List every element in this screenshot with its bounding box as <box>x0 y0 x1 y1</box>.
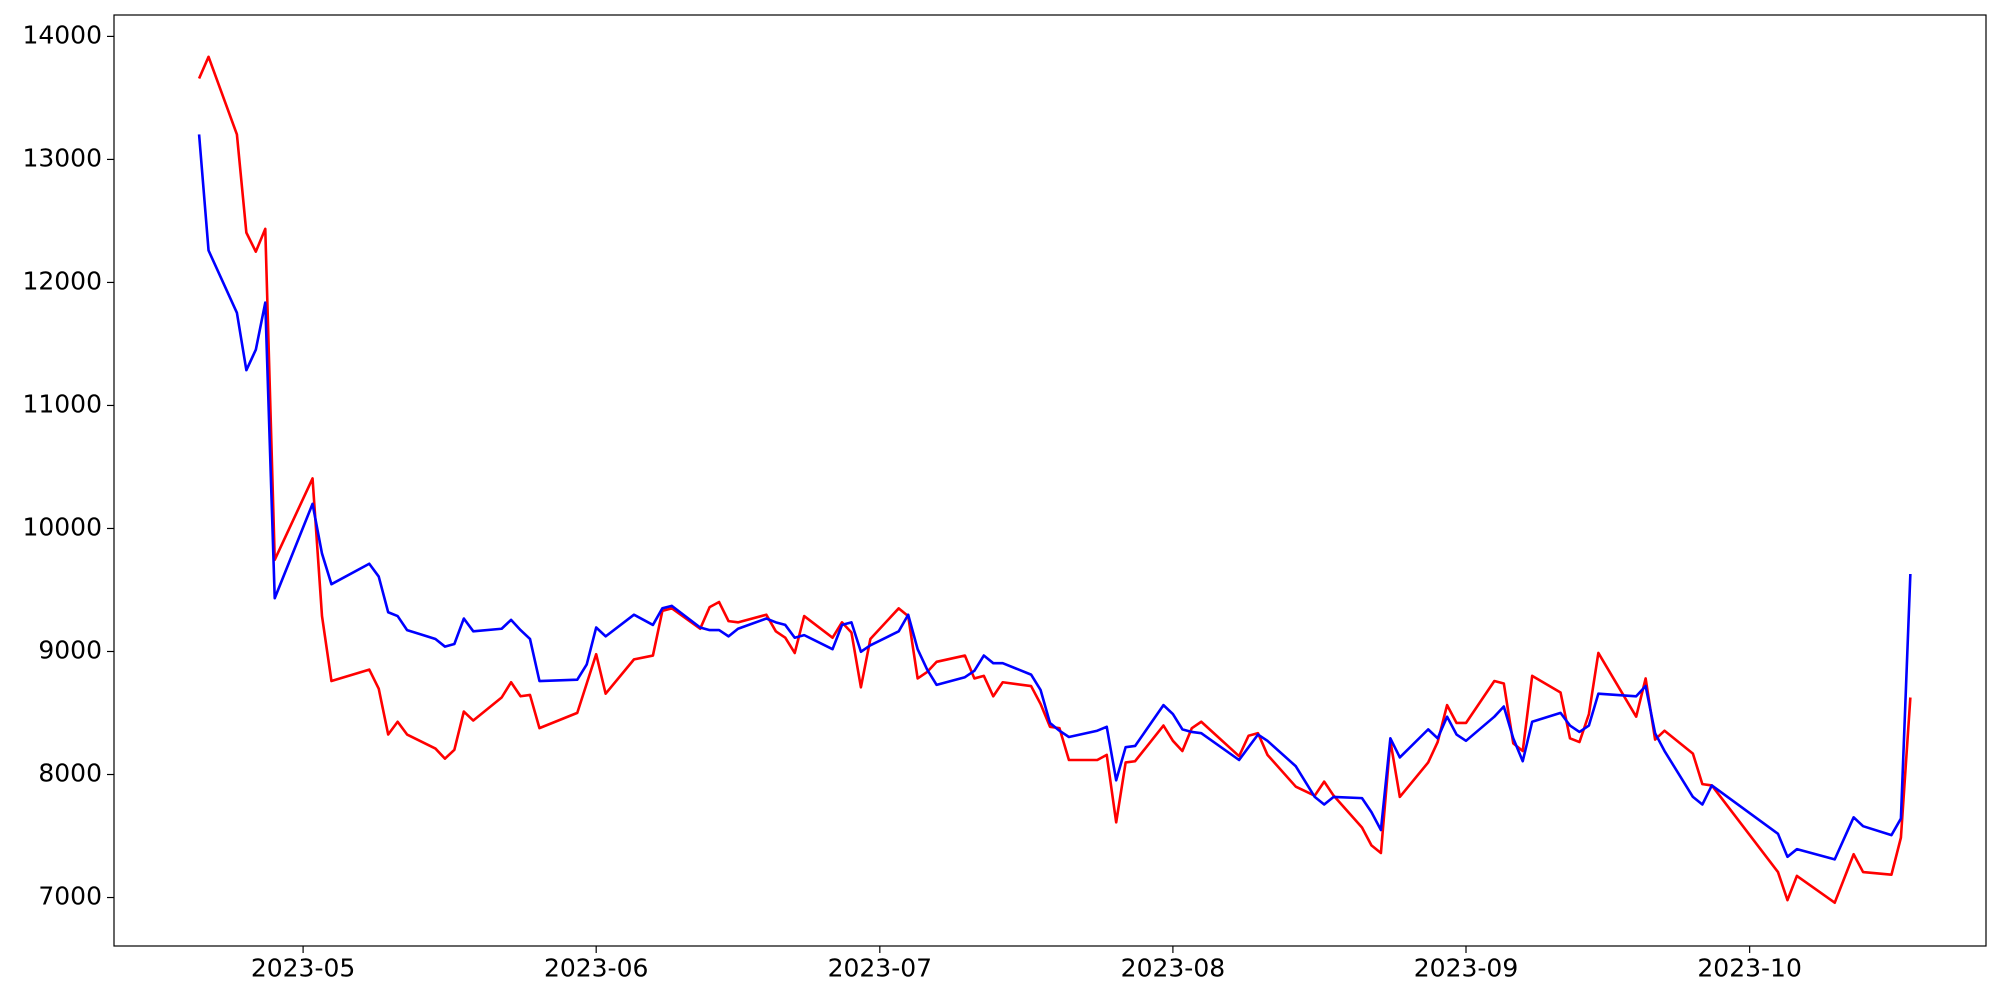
plot-frame <box>113 14 1987 947</box>
line-series <box>197 134 1912 861</box>
y-tick-label: 13000 <box>22 143 102 172</box>
y-tick-label: 9000 <box>38 635 102 664</box>
y-tick-label: 14000 <box>22 20 102 49</box>
x-tick-label: 2023-09 <box>1414 953 1518 982</box>
x-tick-label: 2023-08 <box>1121 953 1225 982</box>
x-tick-label: 2023-07 <box>828 953 932 982</box>
y-tick-label: 12000 <box>22 266 102 295</box>
x-tick-label: 2023-06 <box>544 953 648 982</box>
y-tick-label: 10000 <box>22 512 102 541</box>
y-tick-label: 11000 <box>22 389 102 418</box>
x-tick-label: 2023-10 <box>1697 953 1801 982</box>
y-tick-label: 7000 <box>38 882 102 911</box>
y-tick-label: 8000 <box>38 759 102 788</box>
x-tick-label: 2023-05 <box>251 953 355 982</box>
